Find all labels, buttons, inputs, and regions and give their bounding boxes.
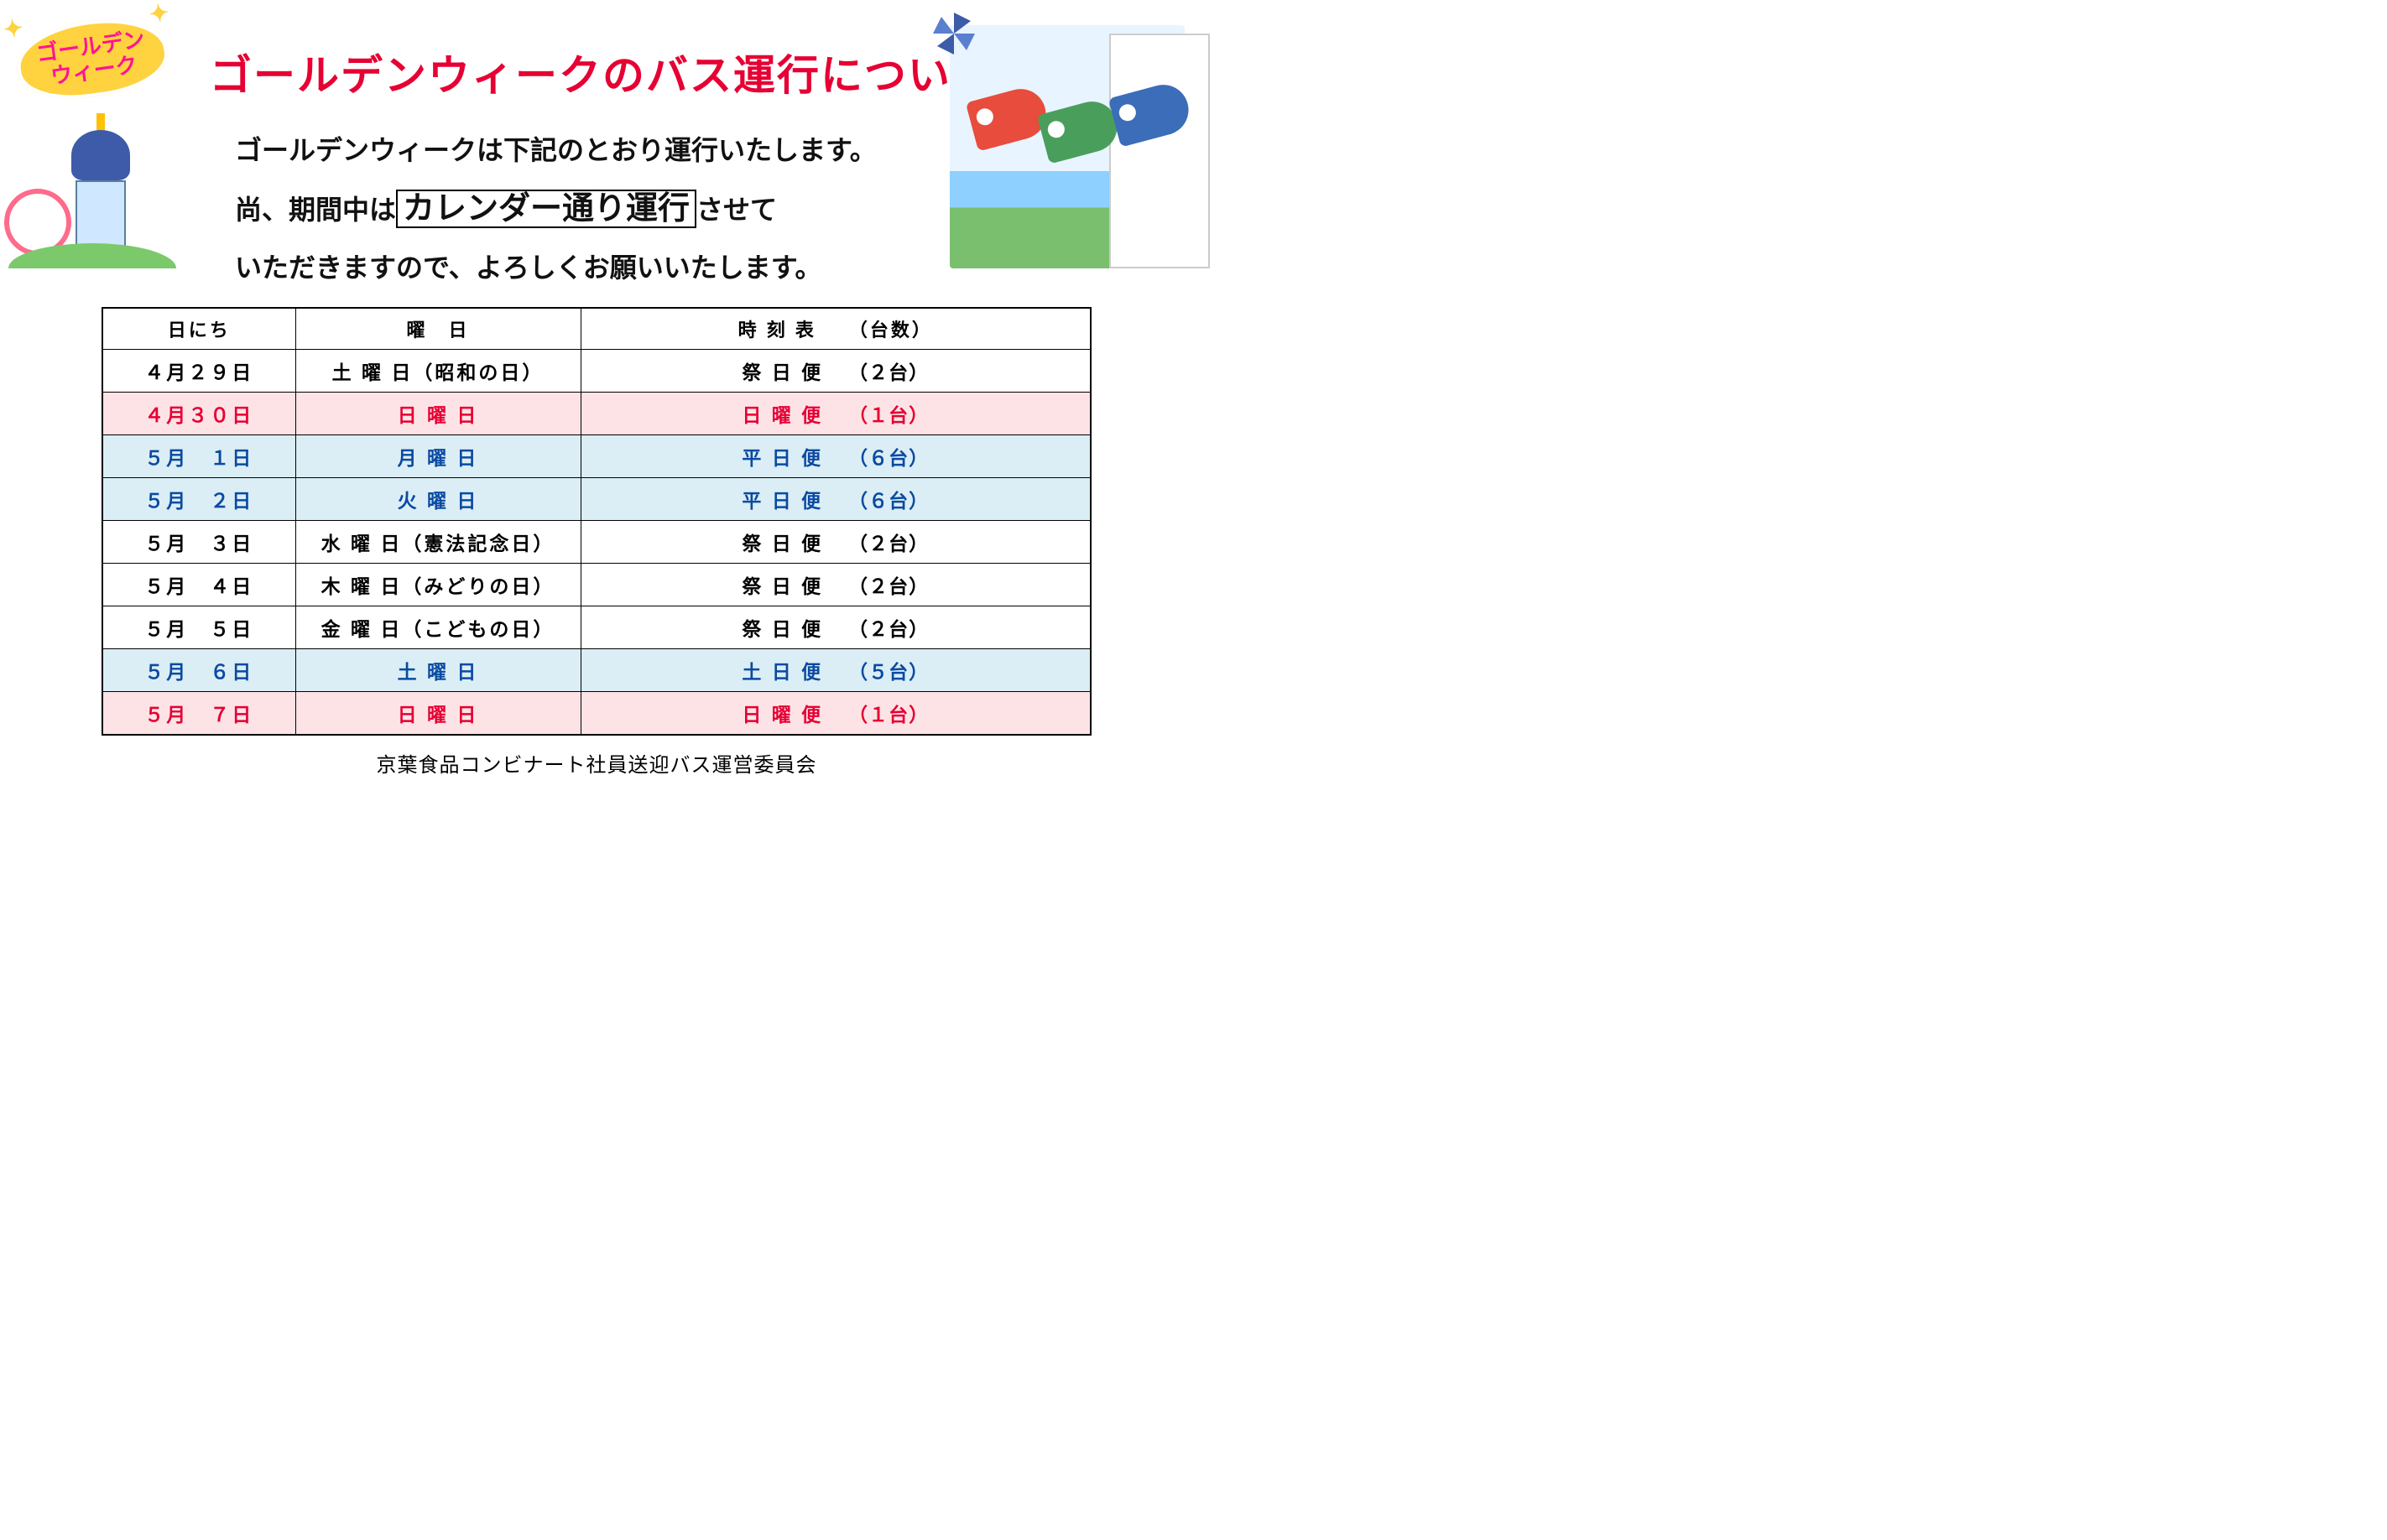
cell-day: 木 曜 日（みどりの日） — [295, 564, 581, 606]
table-header-row: 日にち 曜 日 時 刻 表 （台数） — [102, 308, 1091, 350]
castle-icon — [34, 113, 168, 264]
service-count: （２台） — [848, 575, 929, 597]
cell-day: 月 曜 日 — [295, 435, 581, 478]
cell-day: 金 曜 日（こどもの日） — [295, 606, 581, 649]
service-count: （１台） — [848, 704, 929, 726]
service-type: 土 日 便 — [742, 661, 823, 683]
cell-date: ５月 １日 — [102, 435, 295, 478]
cell-service: 平 日 便 （６台） — [581, 478, 1091, 521]
cell-service: 土 日 便 （５台） — [581, 649, 1091, 692]
cell-service: 祭 日 便 （２台） — [581, 564, 1091, 606]
lead-line2a: 尚、期間中は — [235, 195, 396, 225]
table-row: ５月 ７日日 曜 日 日 曜 便 （１台） — [102, 692, 1091, 736]
cell-service: 日 曜 便 （１台） — [581, 393, 1091, 435]
table-row: ５月 ４日木 曜 日（みどりの日） 祭 日 便 （２台） — [102, 564, 1091, 606]
cell-date: ５月 ６日 — [102, 649, 295, 692]
cell-date: ４月２９日 — [102, 350, 295, 393]
decoration-koinobori — [950, 25, 1185, 268]
cell-day: 火 曜 日 — [295, 478, 581, 521]
schedule-table: 日にち 曜 日 時 刻 表 （台数） ４月２９日土 曜 日（昭和の日）祭 日 便… — [102, 307, 1092, 736]
cell-date: ５月 ２日 — [102, 478, 295, 521]
footer-org: 京葉食品コンビナート社員送迎バス運営委員会 — [34, 748, 1160, 778]
service-count: （６台） — [848, 447, 929, 469]
table-row: ５月 ３日水 曜 日（憲法記念日） 祭 日 便 （２台） — [102, 521, 1091, 564]
cell-service: 日 曜 便 （１台） — [581, 692, 1091, 736]
cell-date: ５月 ３日 — [102, 521, 295, 564]
service-count: （６台） — [848, 490, 929, 512]
lead-boxed: カレンダー通り運行 — [396, 190, 696, 228]
table-row: ４月２９日土 曜 日（昭和の日） 祭 日 便 （２台） — [102, 350, 1091, 393]
stand-icon — [1109, 34, 1210, 268]
service-type: 祭 日 便 — [742, 362, 823, 383]
cell-day: 土 曜 日（昭和の日） — [295, 350, 581, 393]
cell-date: ５月 ４日 — [102, 564, 295, 606]
service-type: 日 曜 便 — [742, 404, 823, 426]
cell-service: 祭 日 便 （２台） — [581, 350, 1091, 393]
table-row: ５月 ６日土 曜 日 土 日 便 （５台） — [102, 649, 1091, 692]
table-row: ５月 ２日火 曜 日 平 日 便 （６台） — [102, 478, 1091, 521]
service-count: （１台） — [848, 404, 929, 426]
service-type: 平 日 便 — [742, 447, 823, 469]
cell-date: ４月３０日 — [102, 393, 295, 435]
service-count: （２台） — [848, 618, 929, 640]
table-row: ５月 １日月 曜 日 平 日 便 （６台） — [102, 435, 1091, 478]
lead-line2b: させて — [696, 195, 777, 225]
cell-date: ５月 ５日 — [102, 606, 295, 649]
decoration-castle: ゴールデン ウィーク — [8, 13, 185, 264]
service-type: 祭 日 便 — [742, 533, 823, 554]
header-schedule: 時 刻 表 （台数） — [581, 308, 1091, 350]
header-day: 曜 日 — [295, 308, 581, 350]
service-type: 平 日 便 — [742, 490, 823, 512]
cell-day: 日 曜 日 — [295, 692, 581, 736]
cell-service: 祭 日 便 （２台） — [581, 606, 1091, 649]
cell-day: 土 曜 日 — [295, 649, 581, 692]
cell-day: 日 曜 日 — [295, 393, 581, 435]
cell-service: 平 日 便 （６台） — [581, 435, 1091, 478]
service-count: （２台） — [848, 533, 929, 554]
table-row: ４月３０日日 曜 日 日 曜 便 （１台） — [102, 393, 1091, 435]
service-count: （２台） — [848, 362, 929, 383]
cell-service: 祭 日 便 （２台） — [581, 521, 1091, 564]
service-count: （５台） — [848, 661, 929, 683]
cell-date: ５月 ７日 — [102, 692, 295, 736]
golden-week-badge: ゴールデン ウィーク — [13, 11, 173, 107]
service-type: 祭 日 便 — [742, 618, 823, 640]
service-type: 祭 日 便 — [742, 575, 823, 597]
table-row: ５月 ５日金 曜 日（こどもの日） 祭 日 便 （２台） — [102, 606, 1091, 649]
pinwheel-icon — [933, 13, 975, 55]
header-date: 日にち — [102, 308, 295, 350]
service-type: 日 曜 便 — [742, 704, 823, 726]
cell-day: 水 曜 日（憲法記念日） — [295, 521, 581, 564]
